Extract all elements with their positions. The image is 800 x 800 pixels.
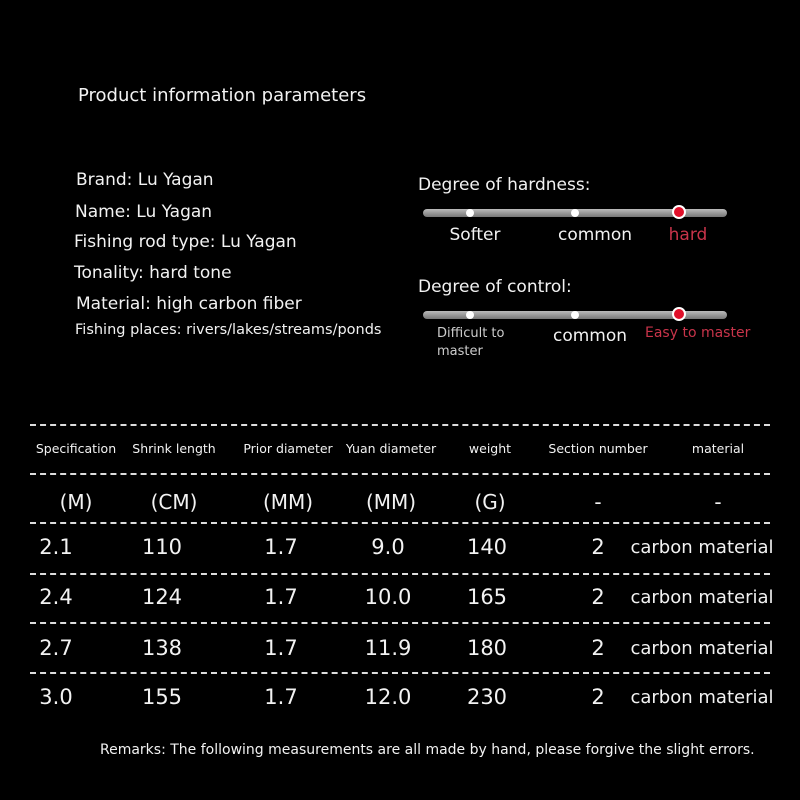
info-material: Material: high carbon fiber — [76, 294, 302, 314]
table-cell: 10.0 — [364, 585, 412, 609]
column-header: Prior diameter — [243, 441, 333, 456]
table-cell: 110 — [141, 535, 183, 559]
table-cell: 12.0 — [364, 685, 412, 709]
unit-cell: (MM) — [262, 490, 314, 514]
control-option-easy: Easy to master — [645, 325, 751, 341]
table-cell: 1.7 — [264, 535, 298, 559]
table-cell: 2.4 — [39, 585, 73, 609]
table-cell: 2.1 — [39, 535, 73, 559]
remark-text: Remarks: The following measurements are … — [100, 742, 755, 758]
page-title: Product information parameters — [78, 85, 367, 106]
info-tonality: Tonality: hard tone — [74, 263, 232, 283]
table-cell: carbon material — [630, 687, 774, 708]
unit-cell: - — [594, 490, 602, 514]
table-cell: 124 — [141, 585, 183, 609]
unit-cell: (MM) — [365, 490, 417, 514]
divider — [30, 672, 770, 674]
table-cell: 140 — [466, 535, 508, 559]
hardness-dot-common — [571, 209, 579, 217]
divider — [30, 622, 770, 624]
table-cell: 2 — [591, 585, 605, 609]
table-cell: carbon material — [630, 587, 774, 608]
unit-cell: (CM) — [150, 490, 198, 514]
table-cell: 1.7 — [264, 685, 298, 709]
control-dot-easy-selected — [672, 307, 686, 321]
control-option-common: common — [552, 326, 628, 346]
column-header: material — [691, 441, 745, 456]
hardness-scale — [423, 205, 727, 219]
table-cell: 2 — [591, 685, 605, 709]
control-dot-common — [571, 311, 579, 319]
control-option-difficult: Difficult to master — [437, 326, 505, 359]
column-header: Yuan diameter — [345, 441, 437, 456]
info-fishing-places: Fishing places: rivers/lakes/streams/pon… — [75, 322, 382, 338]
table-cell: 165 — [466, 585, 508, 609]
table-cell: 2 — [591, 535, 605, 559]
unit-cell: - — [714, 490, 722, 514]
control-label: Degree of control: — [418, 277, 572, 297]
divider — [30, 573, 770, 575]
table-cell: 2.7 — [39, 636, 73, 660]
table-cell: 230 — [466, 685, 508, 709]
table-cell: carbon material — [630, 638, 774, 659]
hardness-option-softer: Softer — [449, 225, 501, 245]
table-cell: 155 — [141, 685, 183, 709]
table-cell: 9.0 — [371, 535, 405, 559]
table-cell: 3.0 — [39, 685, 73, 709]
column-header: Section number — [548, 441, 648, 456]
table-cell: 138 — [141, 636, 183, 660]
hardness-dot-softer — [466, 209, 474, 217]
control-scale — [423, 307, 727, 321]
divider — [30, 424, 770, 426]
unit-cell: (G) — [474, 490, 506, 514]
hardness-option-hard: hard — [668, 225, 708, 245]
info-brand: Brand: Lu Yagan — [76, 170, 214, 190]
column-header: Specification — [35, 441, 117, 456]
control-dot-difficult — [466, 311, 474, 319]
table-cell: carbon material — [630, 537, 774, 558]
table-cell: 2 — [591, 636, 605, 660]
divider — [30, 473, 770, 475]
table-cell: 180 — [466, 636, 508, 660]
table-cell: 1.7 — [264, 585, 298, 609]
hardness-option-common: common — [557, 225, 633, 245]
divider — [30, 522, 770, 524]
unit-cell: (M) — [59, 490, 93, 514]
info-rod-type: Fishing rod type: Lu Yagan — [74, 232, 297, 252]
column-header: weight — [468, 441, 512, 456]
hardness-dot-hard-selected — [672, 205, 686, 219]
table-cell: 1.7 — [264, 636, 298, 660]
info-name: Name: Lu Yagan — [75, 202, 213, 222]
table-cell: 11.9 — [364, 636, 412, 660]
column-header: Shrink length — [132, 441, 216, 456]
hardness-label: Degree of hardness: — [418, 175, 591, 195]
